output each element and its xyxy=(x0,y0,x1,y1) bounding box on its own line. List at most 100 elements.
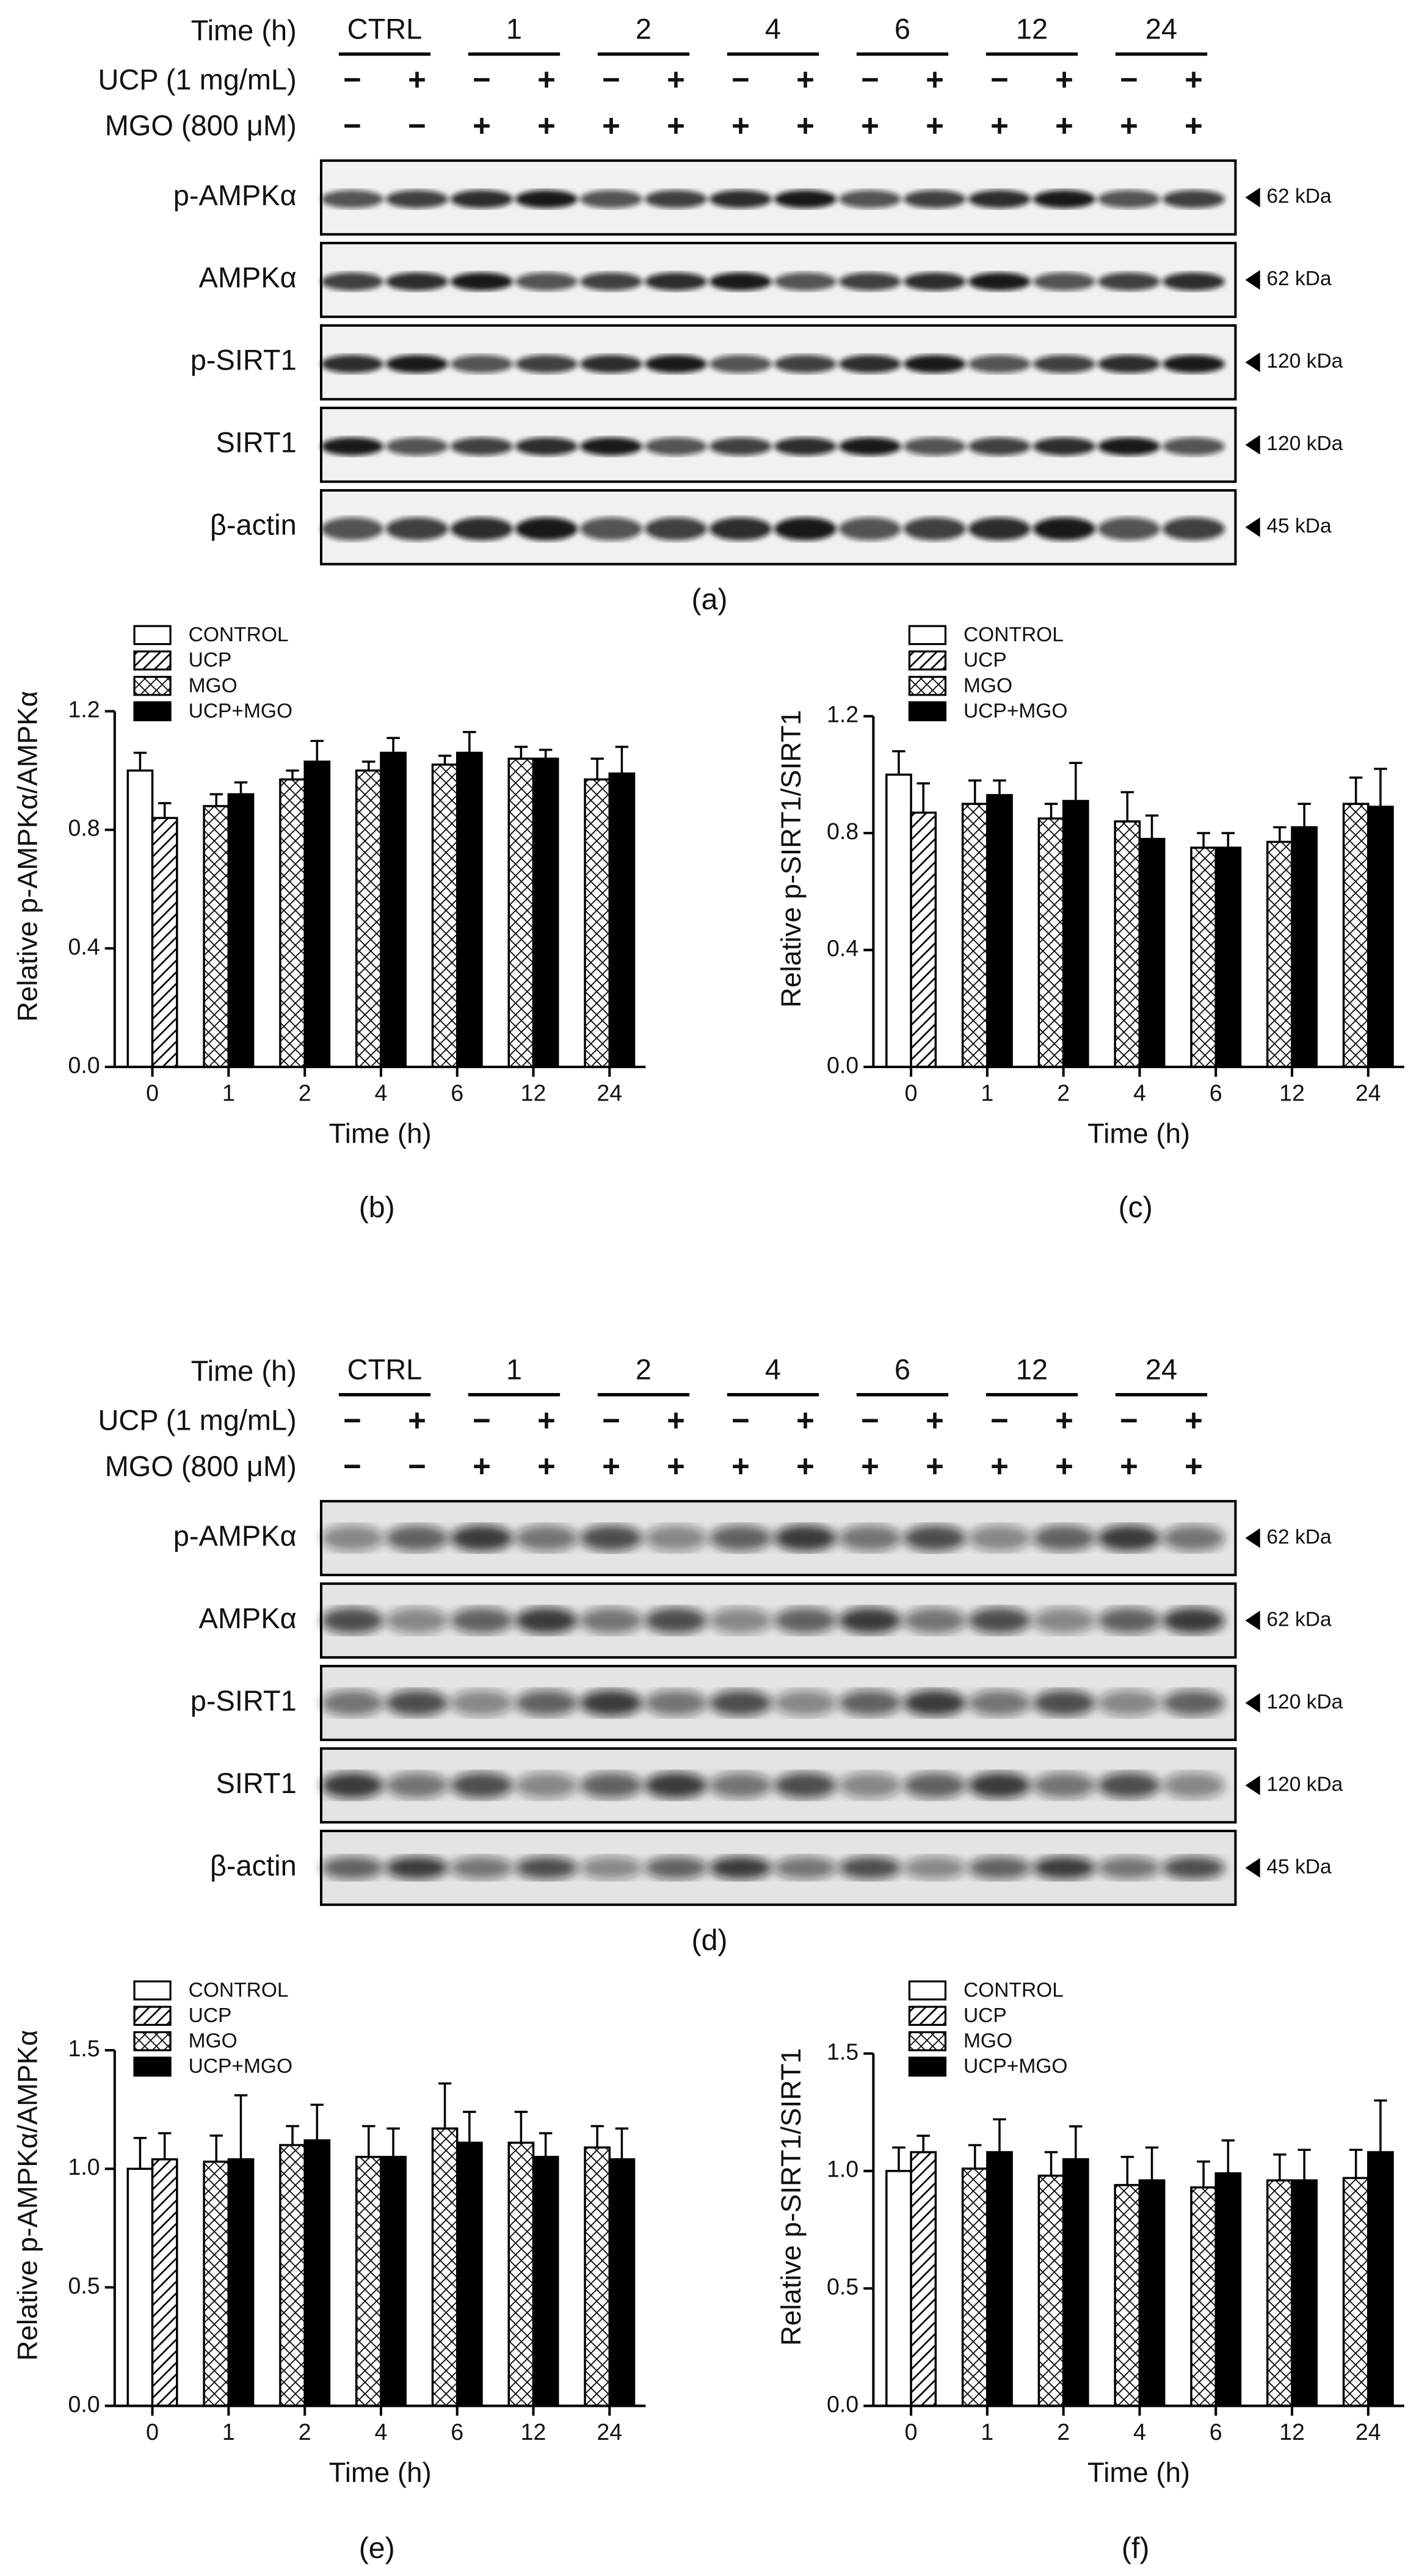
bands xyxy=(321,1772,1225,1799)
error-bar xyxy=(133,751,147,771)
bar xyxy=(1214,2172,1242,2407)
bar xyxy=(1190,2186,1217,2407)
band xyxy=(839,1690,901,1716)
time-label: Time (h) xyxy=(191,1355,297,1387)
error-bar xyxy=(438,754,452,765)
x-tick-label: 6 xyxy=(1210,1080,1222,1106)
band xyxy=(321,190,383,208)
ucp-sign: + xyxy=(537,1403,556,1438)
bands xyxy=(321,437,1225,456)
group-label: 6 xyxy=(895,1353,910,1386)
band xyxy=(839,437,901,456)
band xyxy=(1098,1525,1160,1551)
bar xyxy=(431,2127,459,2407)
band xyxy=(774,1772,837,1799)
y-tick-label: 0.5 xyxy=(827,2274,858,2299)
band xyxy=(321,1525,383,1551)
x-tick-label: 6 xyxy=(451,2419,463,2445)
band xyxy=(968,272,1031,291)
bar xyxy=(279,778,306,1068)
protein-label: SIRT1 xyxy=(216,1767,297,1799)
bar xyxy=(1138,837,1166,1068)
band xyxy=(450,190,513,208)
bar xyxy=(910,2151,937,2407)
x-tick-label: 0 xyxy=(146,1080,159,1106)
error-bar xyxy=(615,746,629,774)
ucp-sign: + xyxy=(537,62,556,97)
error-bar xyxy=(615,2127,629,2159)
error-bar xyxy=(209,2134,223,2162)
error-bar xyxy=(1044,802,1058,819)
ucp-sign: + xyxy=(408,62,426,97)
group-label: 6 xyxy=(895,12,910,45)
band xyxy=(321,1607,383,1634)
bar xyxy=(279,2144,306,2407)
band xyxy=(774,1856,837,1880)
band xyxy=(774,272,837,291)
error-bar xyxy=(1221,2139,1235,2174)
band xyxy=(904,355,966,373)
error-bar xyxy=(514,2111,528,2143)
arrow xyxy=(1245,1693,1260,1713)
bar xyxy=(910,811,937,1068)
mgo-sign: − xyxy=(343,1449,361,1483)
band xyxy=(1163,517,1225,540)
band xyxy=(515,190,578,208)
bands xyxy=(321,517,1225,540)
group-label: CTRL xyxy=(347,1353,423,1386)
band xyxy=(1033,1525,1095,1551)
band xyxy=(710,272,772,291)
x-tick-label: 2 xyxy=(299,1080,311,1106)
bar xyxy=(1062,799,1089,1068)
error-bar xyxy=(1374,2099,1387,2153)
legend-label: MGO xyxy=(964,2030,1012,2053)
arrow xyxy=(1245,1775,1260,1796)
legend-label: CONTROL xyxy=(964,1979,1064,2001)
mgo-sign: + xyxy=(1120,108,1138,143)
y-tick-label: 0.8 xyxy=(68,815,100,841)
ucp-sign: − xyxy=(990,62,1009,97)
bar xyxy=(1114,2184,1141,2407)
band xyxy=(1098,1772,1160,1799)
error-bar xyxy=(387,737,400,753)
bar xyxy=(1062,2158,1089,2407)
mgo-sign: − xyxy=(343,108,361,143)
band xyxy=(450,1525,513,1551)
mgo-sign: + xyxy=(1185,108,1203,143)
mgo-sign: + xyxy=(1055,1449,1073,1483)
legend-swatch xyxy=(133,2006,172,2026)
ucp-sign: + xyxy=(1055,62,1073,97)
bar xyxy=(885,2170,912,2407)
error-bar xyxy=(916,782,930,813)
bar xyxy=(584,778,611,1068)
band xyxy=(968,1772,1031,1799)
legend-swatch xyxy=(908,2056,947,2077)
band xyxy=(644,1772,707,1799)
bar xyxy=(431,763,459,1068)
mgo-sign: + xyxy=(667,108,685,143)
protein-label: β-actin xyxy=(210,1849,297,1882)
legend-swatch xyxy=(133,675,172,696)
x-tick-label: 0 xyxy=(146,2419,159,2445)
error-bar xyxy=(1069,2125,1083,2159)
error-bar xyxy=(892,2146,905,2171)
band xyxy=(1033,1607,1095,1634)
error-bar xyxy=(234,781,248,795)
mgo-sign: + xyxy=(990,108,1009,143)
bar xyxy=(126,769,154,1068)
y-tick-label: 0.0 xyxy=(68,1052,100,1078)
band xyxy=(644,355,707,373)
ucp-sign: − xyxy=(602,62,620,97)
bar xyxy=(532,2156,559,2407)
band xyxy=(904,517,966,540)
band xyxy=(839,1856,901,1880)
error-bar xyxy=(514,746,528,759)
x-tick-label: 2 xyxy=(1057,1080,1070,1106)
band xyxy=(515,355,578,373)
error-bar xyxy=(286,769,299,780)
bar xyxy=(961,802,989,1068)
ucp-sign: + xyxy=(1185,1403,1203,1438)
mgo-sign: + xyxy=(1055,108,1073,143)
panel-caption: (d) xyxy=(691,1924,727,1957)
bar xyxy=(303,760,331,1068)
